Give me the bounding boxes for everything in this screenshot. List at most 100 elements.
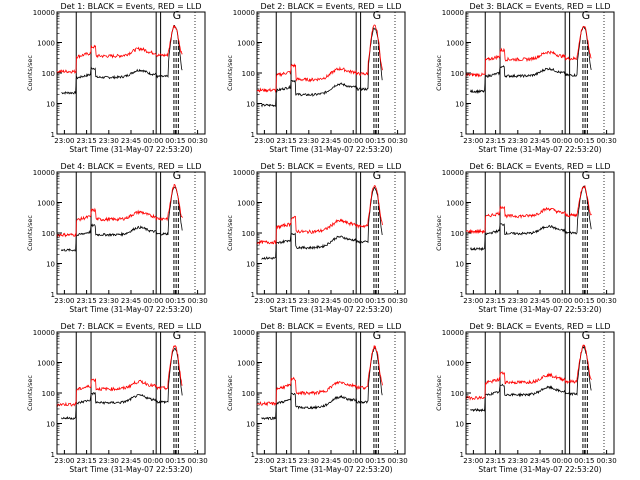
panel-title: Det 1: BLACK = Events, RED = LLD — [61, 2, 202, 11]
x-tick-label: 00:00 — [143, 137, 163, 145]
y-tick-label: 1000 — [237, 200, 255, 208]
lld-series-line — [465, 184, 592, 235]
y-tick-label: 10000 — [233, 9, 255, 17]
x-axis-label: Start Time (31-May-07 22:53:20) — [269, 145, 392, 154]
x-tick-label: 00:00 — [143, 457, 163, 465]
peak-tag: G — [173, 9, 182, 22]
panel-title: Det 8: BLACK = Events, RED = LLD — [261, 322, 402, 331]
x-tick-label: 00:30 — [597, 297, 617, 305]
events-series-line — [261, 346, 383, 421]
x-tick-label: 00:30 — [388, 457, 408, 465]
y-tick-label: 10 — [455, 261, 464, 269]
y-tick-label: 1 — [460, 131, 464, 139]
x-tick-label: 23:30 — [508, 297, 528, 305]
x-tick-label: 23:45 — [121, 137, 141, 145]
plot-frame — [465, 331, 615, 455]
x-tick-label: 23:00 — [254, 297, 274, 305]
y-axis-label: Counts/sec — [435, 215, 443, 251]
x-tick-label: 23:30 — [299, 297, 319, 305]
y-tick-label: 100 — [242, 390, 255, 398]
y-tick-label: 10000 — [33, 9, 55, 17]
x-tick-label: 23:00 — [54, 297, 74, 305]
plot-frame — [56, 331, 206, 455]
x-tick-label: 23:45 — [321, 137, 341, 145]
y-tick-label: 10000 — [442, 329, 464, 337]
x-tick-label: 00:00 — [552, 137, 572, 145]
y-tick-label: 1 — [51, 451, 55, 459]
peak-tag: G — [373, 169, 382, 182]
y-tick-label: 10 — [46, 421, 55, 429]
x-tick-label: 23:30 — [299, 137, 319, 145]
x-tick-label: 00:30 — [188, 457, 208, 465]
x-tick-label: 00:00 — [552, 297, 572, 305]
x-tick-label: 00:00 — [143, 297, 163, 305]
lld-series-line — [256, 345, 383, 407]
x-tick-label: 23:15 — [486, 297, 506, 305]
events-series-line — [61, 185, 183, 252]
y-tick-label: 10000 — [442, 169, 464, 177]
y-tick-label: 1 — [460, 451, 464, 459]
x-tick-label: 23:45 — [530, 457, 550, 465]
panel-title: Det 4: BLACK = Events, RED = LLD — [61, 162, 202, 171]
y-tick-label: 10000 — [233, 329, 255, 337]
x-tick-label: 23:30 — [508, 457, 528, 465]
y-tick-label: 100 — [451, 390, 464, 398]
peak-tag: G — [582, 329, 591, 342]
x-tick-label: 00:15 — [574, 137, 594, 145]
y-tick-label: 10 — [46, 261, 55, 269]
x-tick-label: 23:30 — [99, 137, 119, 145]
y-tick-label: 10 — [46, 101, 55, 109]
y-tick-label: 1 — [460, 291, 464, 299]
y-axis-label: Counts/sec — [435, 55, 443, 91]
y-tick-label: 10000 — [33, 329, 55, 337]
x-tick-label: 00:15 — [165, 297, 185, 305]
x-tick-label: 23:00 — [254, 457, 274, 465]
lld-series-line — [56, 184, 183, 238]
y-tick-label: 1 — [251, 131, 255, 139]
x-tick-label: 23:00 — [463, 457, 483, 465]
y-tick-label: 10 — [246, 101, 255, 109]
lld-series-line — [56, 24, 183, 74]
y-tick-label: 100 — [42, 70, 55, 78]
events-series-line — [261, 27, 383, 108]
panel-title: Det 3: BLACK = Events, RED = LLD — [470, 2, 611, 11]
y-tick-label: 100 — [242, 230, 255, 238]
peak-tag: G — [373, 329, 382, 342]
events-series-line — [61, 347, 183, 420]
y-tick-label: 10 — [246, 261, 255, 269]
x-axis-label: Start Time (31-May-07 22:53:20) — [478, 145, 601, 154]
x-tick-label: 00:00 — [552, 457, 572, 465]
y-tick-label: 10000 — [233, 169, 255, 177]
y-tick-label: 1 — [251, 291, 255, 299]
x-tick-label: 00:30 — [188, 137, 208, 145]
y-tick-label: 1000 — [37, 40, 55, 48]
lld-series-line — [56, 345, 183, 408]
events-series-line — [261, 186, 383, 260]
x-tick-label: 23:45 — [321, 457, 341, 465]
y-axis-label: Counts/sec — [26, 215, 34, 251]
lld-series-line — [256, 184, 383, 245]
x-tick-label: 23:15 — [486, 457, 506, 465]
lld-series-line — [465, 25, 592, 78]
y-tick-label: 100 — [451, 230, 464, 238]
panel-title: Det 6: BLACK = Events, RED = LLD — [470, 162, 611, 171]
x-tick-label: 23:15 — [77, 297, 97, 305]
x-tick-label: 23:30 — [299, 457, 319, 465]
y-axis-label: Counts/sec — [226, 375, 234, 411]
x-tick-label: 00:30 — [188, 297, 208, 305]
y-tick-label: 1000 — [37, 200, 55, 208]
peak-tag: G — [582, 169, 591, 182]
y-tick-label: 10 — [246, 421, 255, 429]
y-tick-label: 100 — [42, 230, 55, 238]
x-tick-label: 23:30 — [508, 137, 528, 145]
y-tick-label: 100 — [451, 70, 464, 78]
x-tick-label: 00:15 — [574, 457, 594, 465]
x-tick-label: 23:45 — [530, 137, 550, 145]
x-tick-label: 23:45 — [121, 297, 141, 305]
